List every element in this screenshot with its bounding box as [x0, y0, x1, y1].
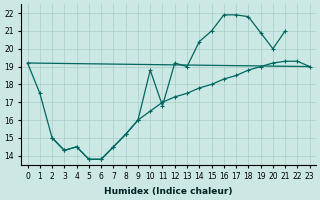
X-axis label: Humidex (Indice chaleur): Humidex (Indice chaleur) — [104, 187, 233, 196]
